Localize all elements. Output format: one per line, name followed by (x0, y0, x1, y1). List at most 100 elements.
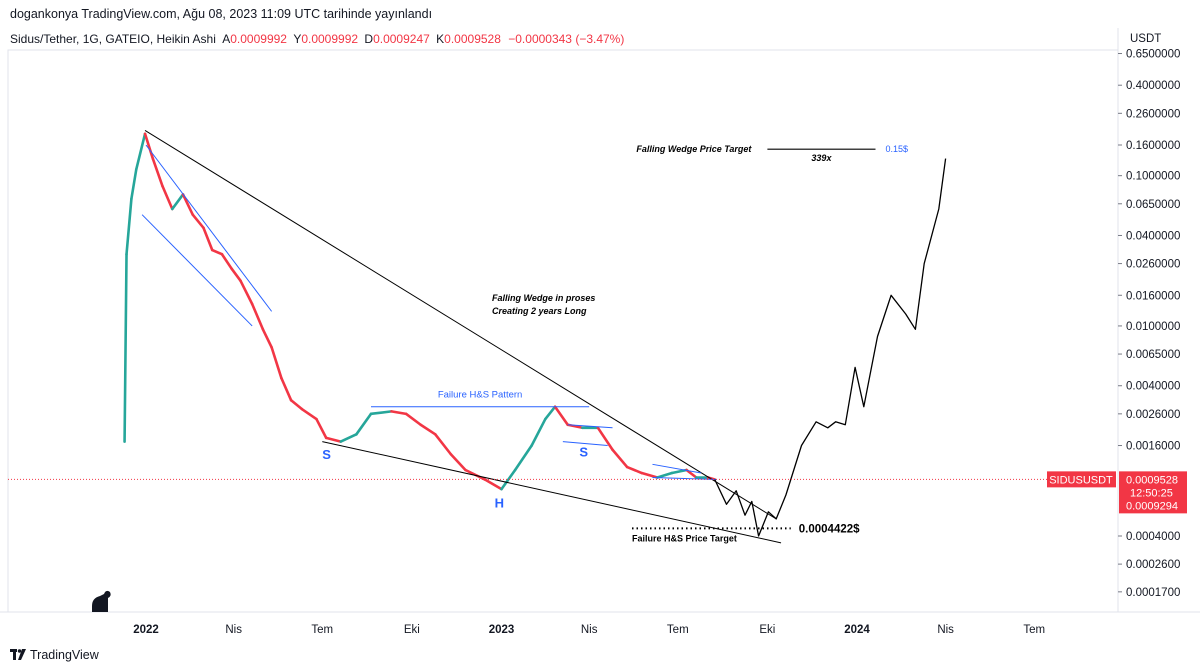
y-tick-label: 0.0065000 (1126, 349, 1180, 361)
y-tick-label: 0.0260000 (1126, 259, 1180, 271)
last-price-value: 0.0009528 (1126, 474, 1178, 486)
price-segment (685, 468, 698, 479)
price-segment (220, 252, 234, 271)
currency-label: USDT (1130, 33, 1161, 45)
y-tick-label: 0.0016000 (1126, 441, 1180, 453)
wedge-note-line1: Falling Wedge in proses (492, 293, 595, 303)
y-tick-label: 0.0002600 (1126, 559, 1180, 571)
price-segment (315, 417, 328, 440)
open-value: 0.0009992 (230, 32, 287, 46)
flag-line (652, 463, 702, 474)
price-segment (125, 197, 133, 256)
y-tick-label: 0.0400000 (1126, 230, 1180, 242)
right-shoulder-line (562, 441, 608, 447)
price-segment (656, 471, 674, 479)
wedge-lower-line (322, 441, 782, 544)
wedge-target-caption: Falling Wedge Price Target (636, 144, 752, 154)
x-tick-label: 2023 (489, 624, 515, 636)
symbol-tag (1047, 471, 1116, 488)
flag-line (652, 477, 717, 481)
wedge-multiple-label: 339x (811, 153, 832, 163)
price-segment (130, 168, 138, 201)
x-tick-label: Eki (404, 624, 420, 636)
price-segment (596, 426, 614, 452)
brand-name: TradingView (30, 648, 99, 662)
open-key: A (222, 32, 231, 46)
symbol-name[interactable]: Sidus/Tether, 1G, GATEIO, Heikin Ashi (10, 32, 216, 46)
head-label: H (495, 495, 504, 510)
price-segment (513, 444, 533, 472)
wedge-note-line2: Creating 2 years Long (492, 306, 587, 316)
y-tick-label: 0.1600000 (1126, 140, 1180, 152)
price-segment (611, 448, 629, 469)
y-tick-label: 0.0160000 (1126, 290, 1180, 302)
x-tick-label: Nis (225, 624, 242, 636)
price-segment (324, 436, 343, 443)
price-segment (369, 410, 393, 416)
y-tick-label: 0.1000000 (1126, 171, 1180, 183)
price-segment (250, 302, 265, 331)
price-segment (134, 132, 147, 171)
x-tick-label: Tem (667, 624, 689, 636)
close-key: K (436, 32, 445, 46)
symbol-tag-label: SIDUSUSDT (1049, 474, 1113, 486)
close-value: 0.0009528 (444, 32, 501, 46)
low-key: D (364, 32, 374, 46)
plot-frame (7, 49, 1119, 613)
secondary-price-value: 0.0009294 (1126, 500, 1178, 512)
price-segment (640, 471, 659, 479)
y-tick-label: 0.0004000 (1126, 531, 1180, 543)
hs-target-value: 0.0004422$ (799, 523, 860, 535)
projection-path (714, 158, 947, 537)
price-segment (191, 213, 205, 230)
left-shoulder-label: S (322, 447, 331, 462)
hs-pattern-label: Failure H&S Pattern (438, 390, 522, 401)
y-tick-label: 0.0100000 (1126, 321, 1180, 333)
change-value: −0.0000343 (−3.47%) (508, 32, 625, 46)
price-segment (390, 410, 408, 416)
y-tick-label: 0.0650000 (1126, 199, 1180, 211)
countdown-value: 12:50:25 (1130, 487, 1173, 499)
descending-channel-line (141, 214, 253, 327)
price-segment (151, 157, 164, 188)
tradingview-logo-icon (10, 648, 26, 663)
price-segment (280, 376, 293, 402)
price-segment (230, 267, 242, 283)
price-segment (143, 132, 155, 160)
price-segment (270, 346, 283, 380)
x-tick-label: Tem (311, 624, 333, 636)
symbol-legend: Sidus/Tether, 1G, GATEIO, Heikin Ashi A0… (10, 32, 624, 46)
x-tick-label: Tem (1023, 624, 1045, 636)
publish-info: dogankonya TradingView.com, Ağu 08, 2023… (10, 7, 433, 21)
price-segment (161, 184, 174, 211)
price-segment (544, 405, 557, 421)
y-tick-label: 0.2600000 (1126, 108, 1180, 120)
price-segment (123, 252, 128, 443)
y-tick-label: 0.4000000 (1126, 80, 1180, 92)
price-segment (553, 405, 570, 427)
low-value: 0.0009247 (373, 32, 430, 46)
price-segment (355, 412, 373, 436)
dino-icon (92, 590, 111, 612)
descending-channel-line (145, 144, 273, 312)
x-tick-label: Nis (937, 624, 954, 636)
right-shoulder-label: S (579, 445, 588, 460)
price-segment (339, 433, 358, 443)
price-segment (483, 478, 503, 491)
hs-target-caption: Failure H&S Price Target (632, 533, 737, 543)
x-tick-label: 2022 (133, 624, 159, 636)
y-tick-label: 0.0026000 (1126, 409, 1180, 421)
price-segment (210, 248, 224, 256)
y-tick-label: 0.6500000 (1126, 49, 1180, 61)
price-segment (239, 279, 254, 306)
y-tick-label: 0.0001700 (1126, 587, 1180, 599)
price-segment (625, 465, 644, 475)
price-segment (170, 193, 185, 211)
price-segment (261, 327, 273, 349)
price-segment (530, 417, 547, 447)
right-shoulder-line (567, 424, 613, 429)
price-segment (464, 468, 487, 481)
high-value: 0.0009992 (301, 32, 359, 46)
price-segment (500, 468, 517, 491)
